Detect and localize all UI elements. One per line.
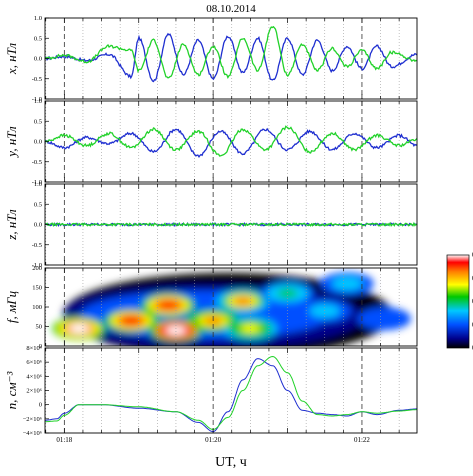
x-tick-label: 01:20 — [205, 436, 221, 444]
y-axis-label-0: x, нТл — [4, 43, 19, 75]
x-tick-label: 01:18 — [56, 436, 72, 444]
y-tick-label-2: 0.0 — [34, 222, 42, 229]
series-line-z-1 — [44, 221, 418, 228]
heatmap-blob-1 — [121, 316, 142, 325]
heatmap-blob-10 — [374, 314, 395, 323]
heatmap-blob-2 — [158, 300, 179, 310]
heatmap-blob-5 — [233, 296, 253, 306]
y-tick-label-4: −4×10⁶ — [23, 430, 42, 437]
y-axis-label-1: y, нТл — [4, 126, 19, 159]
heatmap-blob-0 — [69, 324, 90, 333]
x-axis-label: UT, ч — [215, 455, 247, 470]
heatmap-blob-3 — [166, 326, 186, 335]
panel-frame-n — [44, 347, 418, 434]
y-tick-label-1: 0.5 — [34, 118, 42, 125]
y-axis-label-2: z, нТл — [4, 209, 19, 241]
series-line-n-0 — [44, 358, 417, 433]
y-tick-label-2: 0.5 — [34, 201, 42, 208]
y-tick-label-0: 0.0 — [34, 56, 42, 63]
y-tick-label-3: 150 — [32, 285, 42, 292]
y-tick-label-3: 100 — [32, 304, 42, 311]
y-tick-label-1: 0.0 — [34, 139, 42, 146]
panel-frame-x — [44, 17, 418, 100]
y-tick-label-3: 50 — [36, 324, 43, 331]
series-line-y-1 — [44, 125, 418, 157]
y-tick-label-1: -0.5 — [32, 159, 42, 166]
y-tick-label-4: 4×10⁶ — [26, 373, 42, 380]
heatmap-blob-7 — [277, 289, 298, 298]
y-tick-label-4: 2×10⁶ — [26, 388, 42, 395]
y-tick-label-1: -1.0 — [32, 179, 42, 186]
series-line-z-0 — [44, 222, 418, 228]
heatmap-area — [45, 268, 417, 346]
y-tick-label-1: 1.0 — [34, 98, 42, 105]
series-line-x-0 — [44, 32, 418, 83]
y-tick-label-2: 1.0 — [34, 181, 42, 188]
y-tick-label-3: 200 — [32, 265, 42, 272]
y-tick-label-4: −2×10⁶ — [23, 416, 42, 423]
y-tick-label-4: 8×10⁶ — [26, 345, 42, 352]
y-axis-label-3: f, мГц — [4, 290, 19, 323]
y-tick-label-0: -1.0 — [32, 96, 42, 103]
x-tick-label: 01:22 — [354, 436, 370, 444]
heatmap-layer — [52, 272, 411, 346]
y-tick-label-0: 0.5 — [34, 35, 42, 42]
panels-group: 1.0 0.5 0.0 -0.5 -1.0 x, нТл 1.0 0.5 0.0 -0.5 -1.0… — [4, 15, 473, 444]
y-tick-label-4: 6×10⁶ — [26, 359, 42, 366]
series-line-n-1 — [45, 355, 417, 430]
y-tick-label-0: -0.5 — [32, 76, 42, 83]
y-tick-label-2: -1.0 — [32, 262, 42, 269]
heatmap-blob-9 — [337, 279, 357, 288]
colorbar — [446, 254, 470, 349]
series-line-x-1 — [44, 25, 418, 79]
y-tick-label-0: 1.0 — [34, 15, 42, 22]
y-tick-label-4: 0 — [39, 402, 42, 409]
y-axis-label-4: n, см⁻³ — [4, 370, 19, 409]
y-tick-label-2: -0.5 — [32, 242, 42, 249]
chart-title: 08.10.2014 — [206, 3, 256, 15]
y-tick-label-3: 0 — [39, 343, 42, 350]
